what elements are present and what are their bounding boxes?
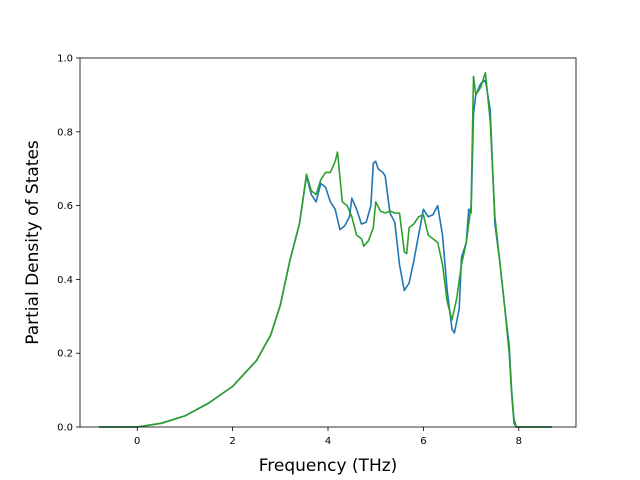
x-tick-label: 2 (229, 436, 235, 447)
y-tick-label: 0.8 (57, 127, 73, 138)
series-line-1 (99, 79, 553, 428)
x-tick-label: 6 (420, 436, 426, 447)
x-tick-label: 4 (325, 436, 331, 447)
y-tick-label: 1.0 (57, 54, 73, 65)
y-axis-ticks: 0.0 0.2 0.4 0.6 0.8 1.0 (57, 54, 80, 434)
y-tick-label: 0.0 (57, 423, 73, 434)
x-axis-label: Frequency (THz) (259, 456, 398, 476)
plot-lines (99, 72, 553, 428)
x-axis-ticks: 0 2 4 6 8 (134, 427, 522, 447)
plot-frame (79, 57, 577, 428)
series-line-2 (99, 72, 553, 428)
x-tick-label: 0 (134, 436, 140, 447)
y-tick-label: 0.2 (57, 349, 73, 360)
x-tick-label: 8 (516, 436, 522, 447)
y-axis-label: Partial Density of States (23, 140, 43, 345)
y-tick-label: 0.4 (57, 275, 73, 286)
y-tick-label: 0.6 (57, 201, 73, 212)
